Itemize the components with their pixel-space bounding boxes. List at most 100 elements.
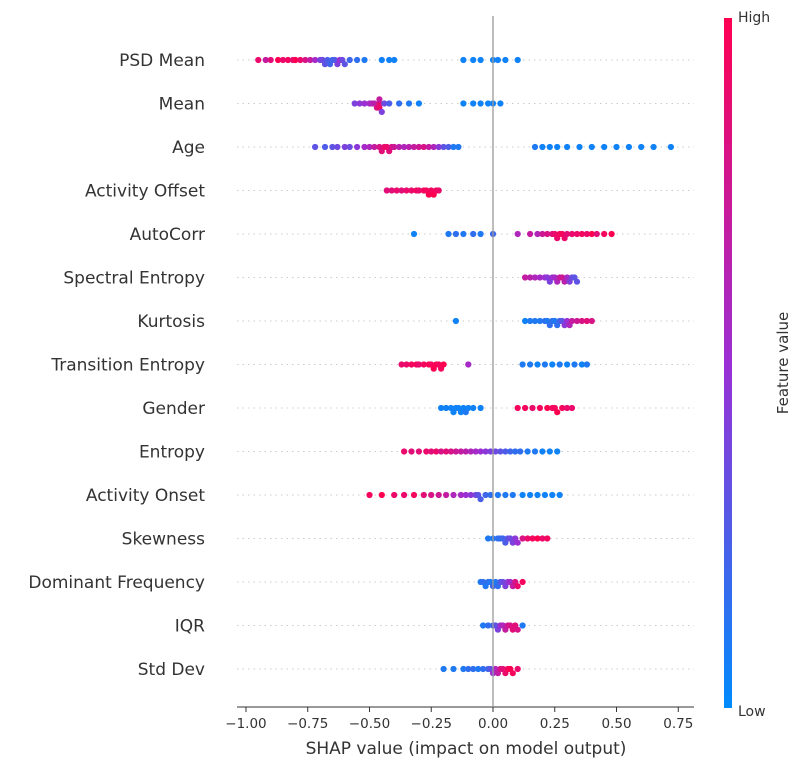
shap-point — [482, 491, 489, 499]
shap-point — [544, 535, 551, 542]
x-axis-label: SHAP value (impact on model output) — [306, 739, 627, 759]
shap-point — [583, 361, 591, 368]
shap-point — [443, 404, 450, 412]
shap-point — [527, 317, 534, 325]
shap-point — [312, 143, 319, 151]
shap-point — [279, 56, 287, 64]
shap-point — [539, 535, 546, 542]
shap-point — [536, 404, 544, 412]
shap-point — [519, 578, 526, 586]
shap-point — [366, 491, 373, 499]
shap-point — [410, 491, 418, 499]
shap-point — [487, 448, 494, 455]
shap-point — [425, 143, 432, 151]
shap-point — [435, 491, 442, 499]
shap-point — [420, 143, 427, 151]
shap-point — [541, 491, 549, 499]
x-tick-label: −0.25 — [411, 716, 452, 732]
shap-point — [564, 143, 571, 151]
shap-point — [509, 491, 516, 499]
shap-point — [502, 56, 509, 64]
shap-point — [534, 230, 541, 238]
shap-point — [539, 230, 546, 238]
shap-point — [536, 317, 544, 325]
shap-point — [583, 230, 591, 238]
shap-point — [568, 404, 576, 412]
shap-point — [440, 665, 447, 673]
shap-point — [361, 56, 368, 64]
shap-point — [541, 361, 549, 368]
shap-point — [519, 491, 526, 499]
shap-point — [536, 274, 544, 281]
shap-point — [393, 187, 400, 194]
shap-point — [583, 317, 591, 325]
shap-point — [514, 539, 521, 546]
shap-point — [391, 56, 398, 64]
shap-point — [329, 143, 336, 151]
shap-point — [297, 56, 304, 64]
shap-point — [492, 448, 499, 455]
shap-point — [255, 56, 262, 64]
shap-point — [391, 491, 398, 499]
shap-point — [401, 491, 408, 499]
shap-point — [460, 100, 467, 107]
shap-point — [544, 230, 551, 238]
shap-point — [527, 274, 534, 281]
shap-point — [529, 404, 536, 412]
feature-label: Age — [172, 138, 205, 158]
feature-label: Activity Onset — [86, 486, 205, 506]
shap-point — [477, 496, 484, 503]
shap-point — [450, 491, 457, 499]
shap-point — [450, 143, 457, 151]
shap-point — [549, 361, 556, 368]
shap-point — [462, 491, 469, 499]
shap-point — [433, 448, 440, 455]
feature-label: Skewness — [122, 530, 205, 550]
shap-point — [485, 535, 492, 542]
shap-point — [549, 491, 556, 499]
shap-point — [519, 535, 526, 542]
shap-point — [420, 361, 427, 368]
shap-point — [502, 448, 509, 455]
shap-point — [415, 187, 422, 194]
shap-point — [420, 491, 427, 499]
shap-point — [321, 143, 329, 151]
shap-point — [524, 535, 531, 542]
feature-label: Activity Offset — [85, 182, 205, 202]
shap-point — [403, 187, 410, 194]
shap-point — [346, 143, 353, 151]
shap-point — [519, 361, 526, 368]
shap-point — [452, 317, 459, 325]
shap-point — [568, 230, 576, 238]
feature-label: Dominant Frequency — [28, 573, 205, 593]
shap-point — [522, 274, 529, 281]
shap-point — [477, 404, 484, 412]
shap-point — [625, 143, 633, 151]
shap-point — [588, 143, 595, 151]
shap-point — [470, 665, 477, 673]
shap-point — [514, 665, 521, 673]
shap-point — [472, 448, 479, 455]
shap-point — [415, 100, 422, 107]
shap-point — [262, 56, 269, 64]
shap-point — [430, 143, 437, 151]
shap-point — [354, 56, 361, 64]
shap-point — [593, 230, 600, 238]
shap-point — [460, 230, 467, 238]
shap-point — [455, 143, 462, 151]
shap-point — [415, 361, 422, 368]
shap-point — [546, 143, 553, 151]
shap-point — [578, 361, 586, 368]
shap-point — [613, 143, 620, 151]
shap-point — [292, 56, 299, 64]
shap-point — [556, 361, 563, 368]
shap-point — [477, 448, 484, 455]
shap-point — [467, 448, 474, 455]
feature-label: Transition Entropy — [50, 356, 205, 376]
shap-point — [405, 143, 413, 151]
shap-point — [534, 535, 541, 542]
shap-point — [423, 448, 430, 455]
feature-label: Gender — [142, 399, 205, 419]
shap-point — [438, 404, 445, 412]
shap-point — [534, 491, 541, 499]
